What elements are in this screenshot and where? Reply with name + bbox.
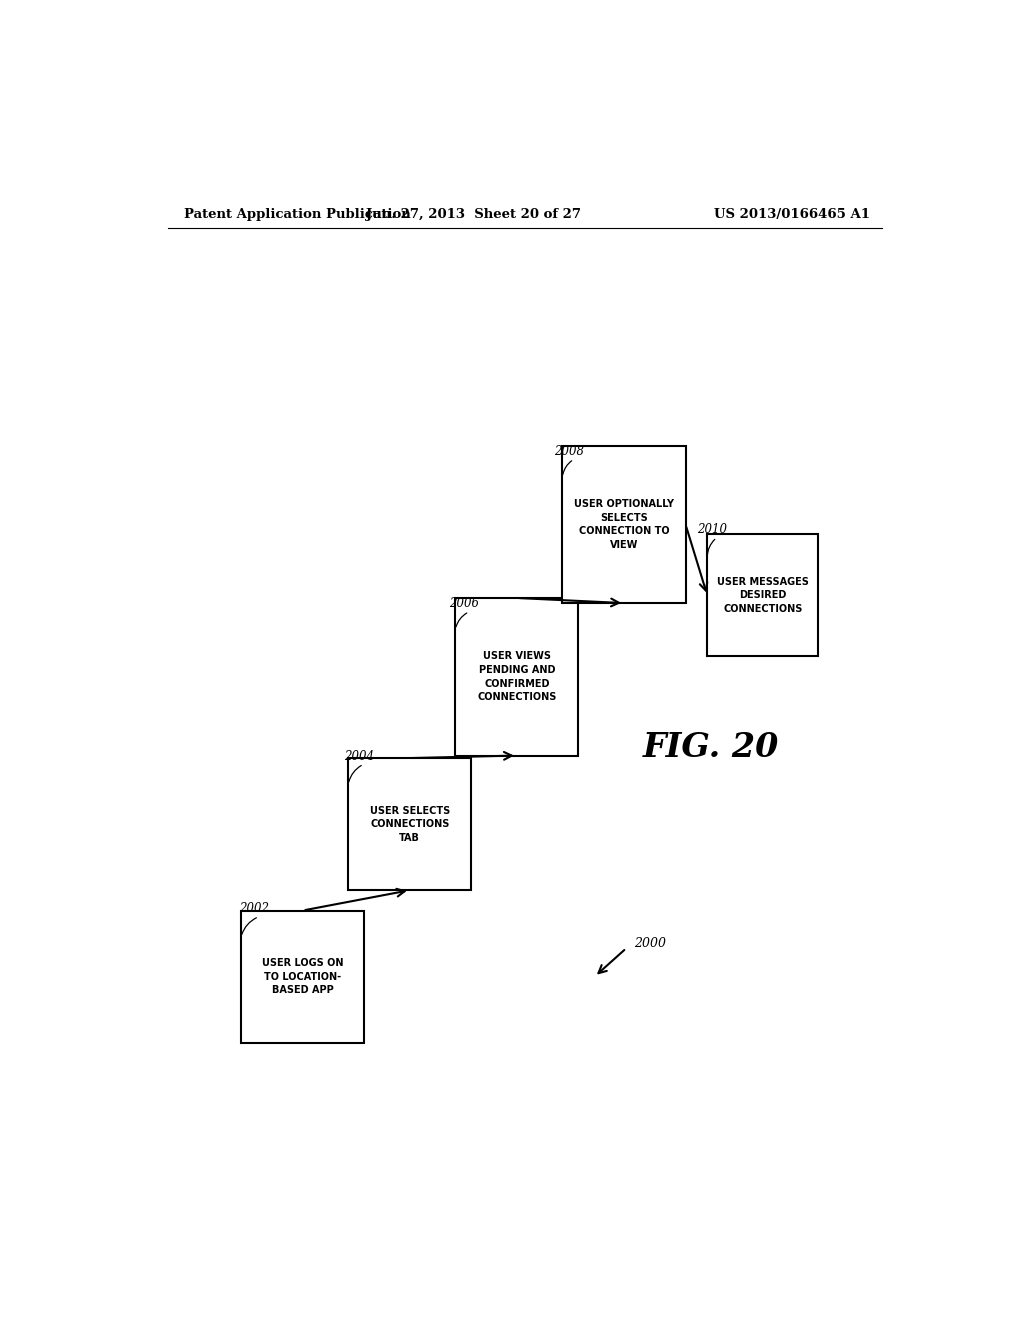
Text: 2002: 2002 [240,902,269,915]
Text: USER OPTIONALLY
SELECTS
CONNECTION TO
VIEW: USER OPTIONALLY SELECTS CONNECTION TO VI… [574,499,674,549]
Bar [456,598,579,755]
Text: USER SELECTS
CONNECTIONS
TAB: USER SELECTS CONNECTIONS TAB [370,805,450,842]
Bar [708,535,818,656]
Bar [562,446,685,603]
Bar [348,758,471,890]
Text: Patent Application Publication: Patent Application Publication [183,207,411,220]
Text: 2008: 2008 [554,445,584,458]
Text: Jun. 27, 2013  Sheet 20 of 27: Jun. 27, 2013 Sheet 20 of 27 [366,207,581,220]
Text: 2000: 2000 [634,937,667,949]
Text: USER VIEWS
PENDING AND
CONFIRMED
CONNECTIONS: USER VIEWS PENDING AND CONFIRMED CONNECT… [477,651,557,702]
Text: USER MESSAGES
DESIRED
CONNECTIONS: USER MESSAGES DESIRED CONNECTIONS [717,577,809,614]
Text: 2010: 2010 [697,523,727,536]
Text: US 2013/0166465 A1: US 2013/0166465 A1 [714,207,870,220]
Text: 2006: 2006 [450,597,479,610]
Bar [241,911,365,1043]
Text: FIG. 20: FIG. 20 [643,731,779,764]
Text: USER LOGS ON
TO LOCATION-
BASED APP: USER LOGS ON TO LOCATION- BASED APP [262,958,343,995]
Text: 2004: 2004 [344,750,374,763]
